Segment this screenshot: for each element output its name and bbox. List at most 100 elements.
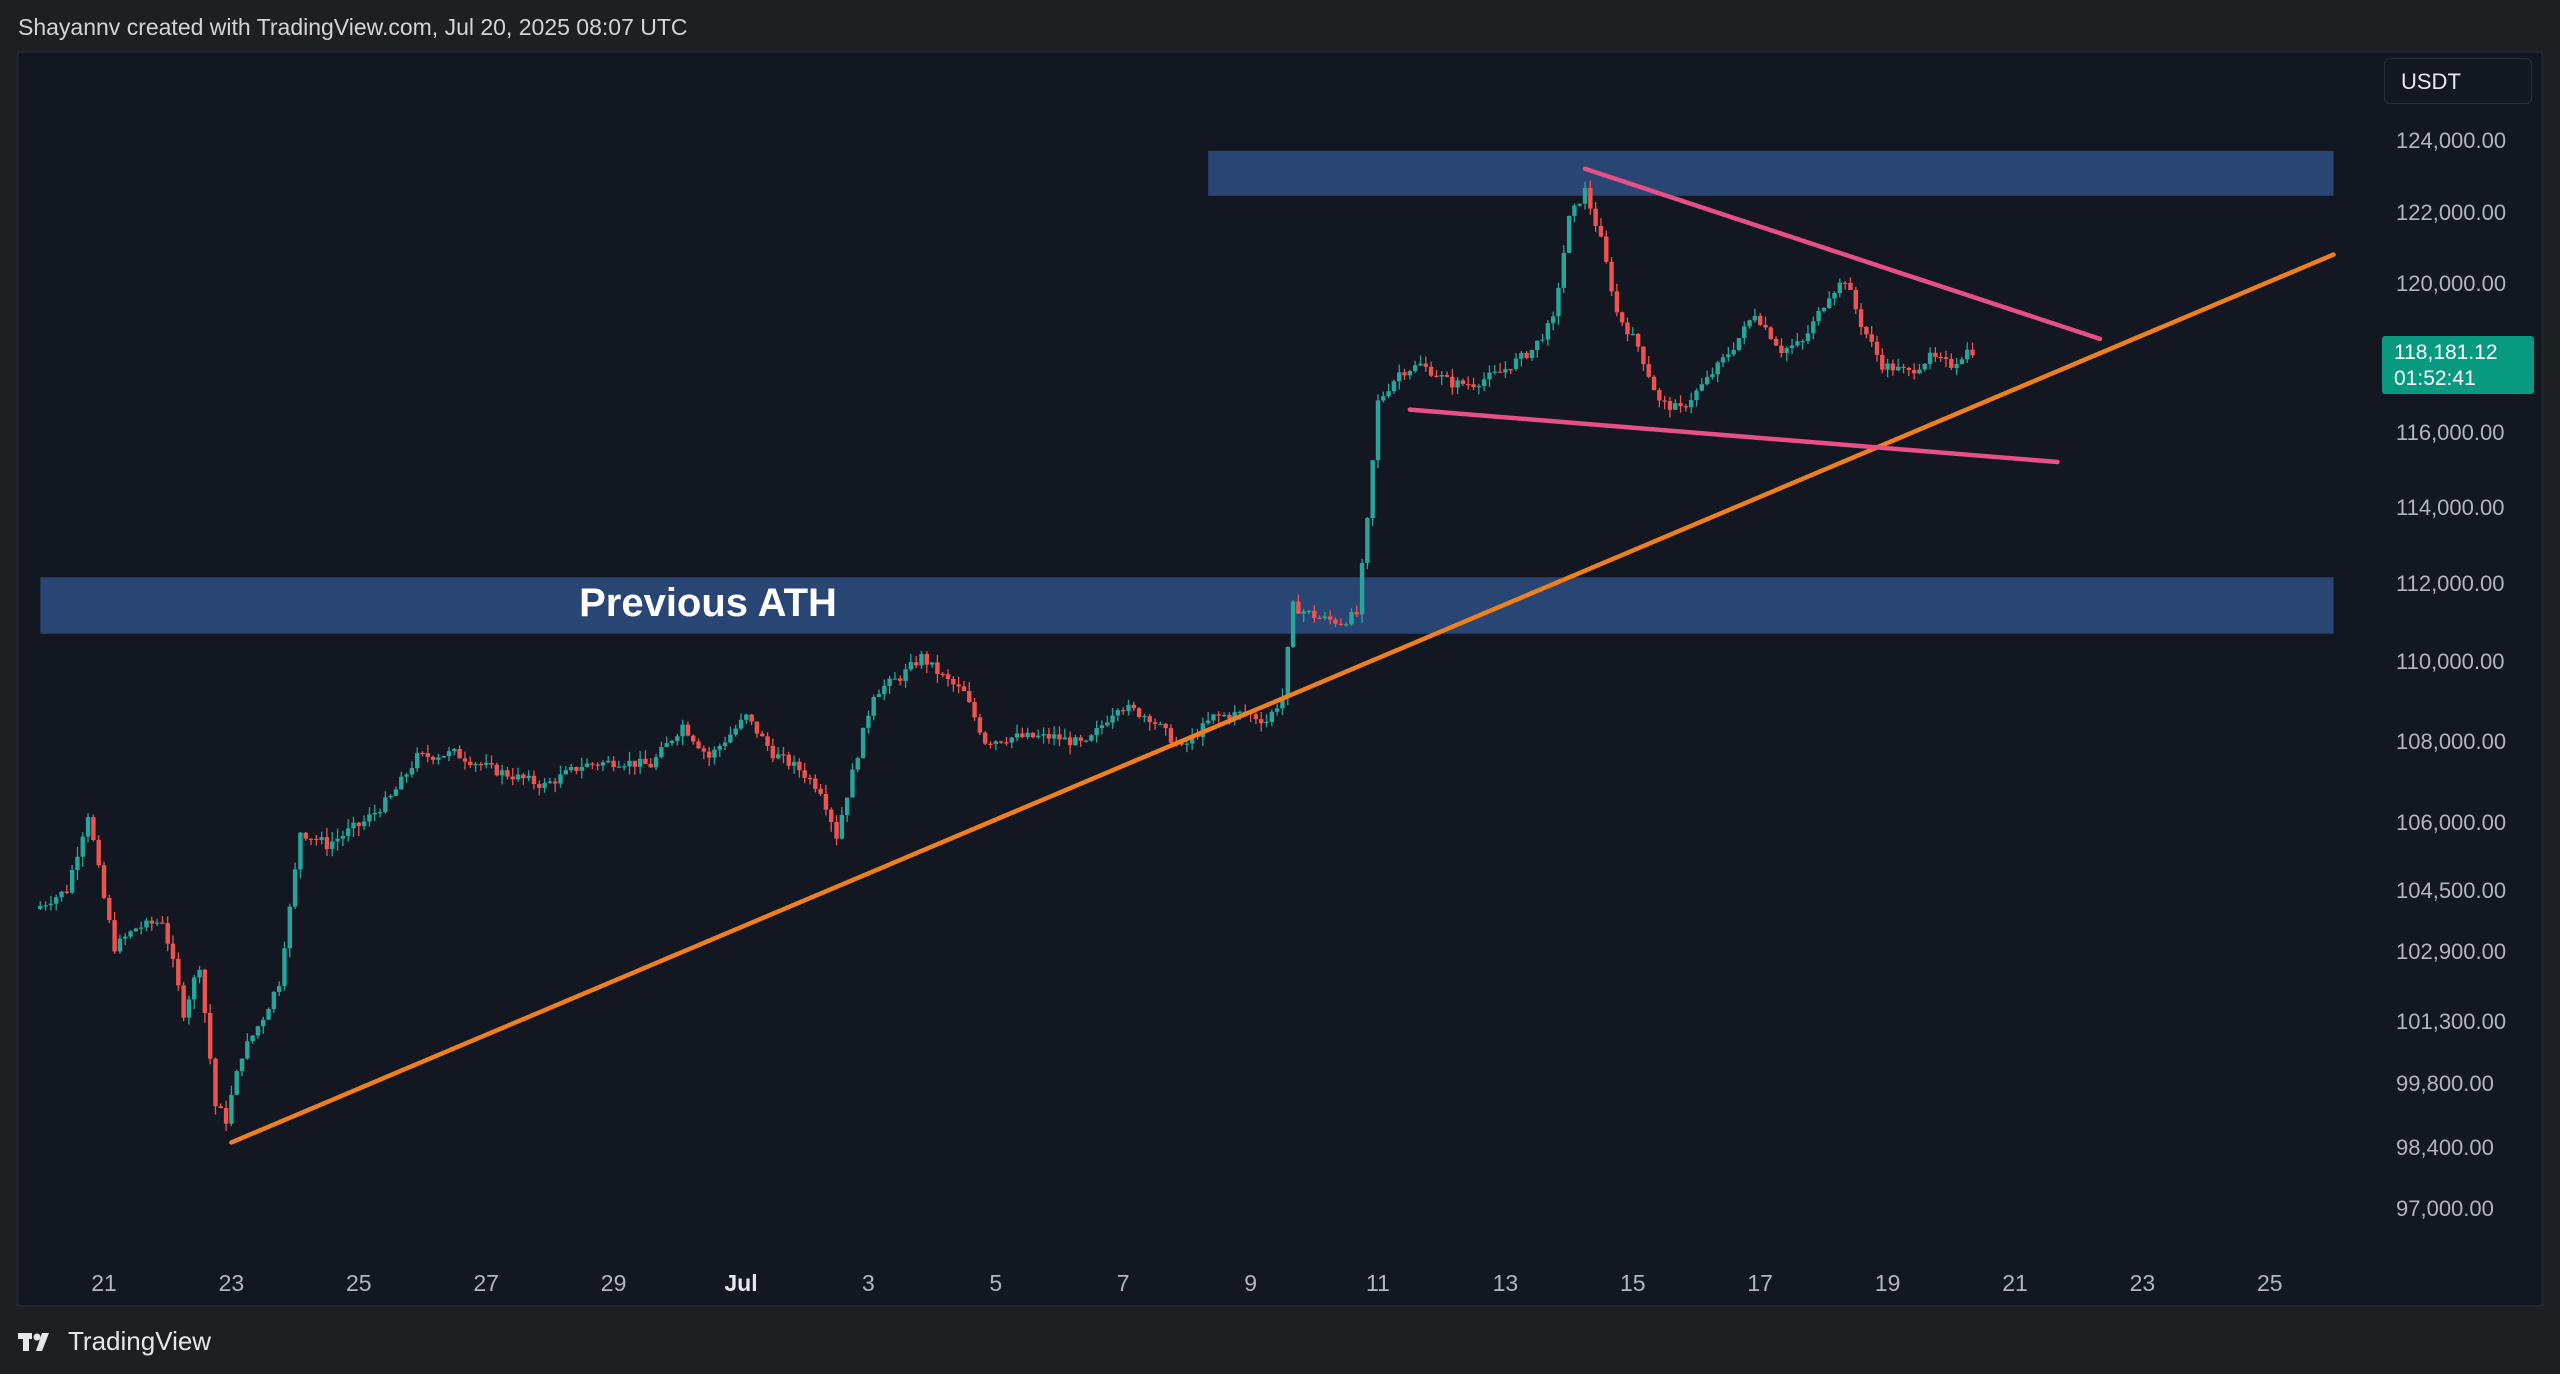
candle bbox=[43, 901, 48, 911]
candle bbox=[1513, 353, 1519, 371]
candle bbox=[1949, 353, 1954, 371]
candle-body bbox=[462, 758, 468, 762]
candle-body bbox=[367, 814, 372, 822]
candle bbox=[1917, 363, 1922, 375]
candle bbox=[712, 746, 717, 765]
candle bbox=[160, 915, 165, 925]
candle-body bbox=[1763, 324, 1768, 328]
candle bbox=[1221, 712, 1227, 717]
candle-body bbox=[457, 748, 462, 759]
candle-body bbox=[1604, 236, 1609, 262]
candle bbox=[818, 783, 823, 797]
candle-body bbox=[1715, 362, 1720, 375]
candle-body bbox=[1683, 406, 1689, 408]
candle-body bbox=[521, 774, 526, 779]
candle bbox=[1715, 360, 1720, 383]
candle bbox=[276, 981, 282, 997]
candle-body bbox=[1503, 369, 1508, 373]
candle bbox=[250, 1035, 255, 1044]
candle-body bbox=[1142, 716, 1147, 718]
candle-body bbox=[1274, 708, 1280, 712]
candle-body bbox=[356, 822, 361, 826]
candle-body bbox=[69, 870, 75, 893]
candle-body bbox=[1858, 309, 1864, 327]
candle bbox=[1896, 358, 1901, 372]
candle bbox=[468, 756, 473, 768]
candle-body bbox=[1343, 624, 1349, 626]
candle bbox=[1492, 365, 1497, 375]
candle-body bbox=[1949, 358, 1954, 368]
candle bbox=[1184, 739, 1190, 753]
candle bbox=[446, 746, 452, 762]
candle-body bbox=[1609, 261, 1614, 292]
candle bbox=[1349, 608, 1354, 626]
candle-body bbox=[1853, 289, 1858, 310]
candle-body bbox=[871, 696, 876, 716]
candle bbox=[287, 903, 292, 958]
candle-body bbox=[85, 817, 91, 837]
candle-body bbox=[1821, 307, 1827, 311]
tradingview-logo[interactable]: TradingView bbox=[18, 1326, 211, 1357]
candle bbox=[478, 761, 484, 771]
candle-body bbox=[1959, 359, 1965, 364]
candle-body bbox=[1535, 340, 1540, 350]
candle-body bbox=[218, 1106, 223, 1109]
candle-body bbox=[409, 768, 415, 775]
candle-body bbox=[319, 837, 324, 840]
candle-body bbox=[1317, 617, 1322, 620]
time-tick-label: 11 bbox=[1366, 1270, 1390, 1296]
candle bbox=[515, 767, 521, 782]
candle-body bbox=[1481, 379, 1487, 387]
candle bbox=[844, 797, 850, 822]
price-tick-label: 112,000.00 bbox=[2396, 571, 2504, 596]
candle bbox=[691, 734, 696, 745]
candle bbox=[1381, 391, 1386, 403]
candle bbox=[499, 764, 505, 785]
candle-body bbox=[229, 1094, 234, 1124]
candle bbox=[898, 675, 903, 686]
plot-background bbox=[18, 52, 2380, 1306]
candle bbox=[632, 760, 638, 775]
candle-body bbox=[213, 1058, 218, 1107]
candle bbox=[1827, 290, 1832, 310]
candle bbox=[1752, 308, 1758, 323]
candle bbox=[627, 751, 632, 775]
time-tick-label: 9 bbox=[1244, 1270, 1257, 1296]
time-tick-label: 21 bbox=[2002, 1270, 2028, 1296]
candle-body bbox=[287, 906, 292, 949]
candle-body bbox=[133, 928, 139, 932]
candle bbox=[537, 780, 542, 796]
candle-body bbox=[54, 897, 59, 904]
candle bbox=[1832, 291, 1837, 306]
candle-body bbox=[1704, 377, 1710, 385]
candle bbox=[972, 697, 977, 721]
candle-body bbox=[1375, 400, 1381, 461]
candle-body bbox=[929, 662, 935, 665]
candle-body bbox=[101, 865, 107, 898]
candle-body bbox=[537, 784, 542, 788]
candle bbox=[1593, 201, 1598, 233]
candle-body bbox=[192, 977, 197, 1000]
candle bbox=[924, 651, 929, 674]
candle-body bbox=[1004, 742, 1009, 744]
candle bbox=[770, 738, 776, 763]
candle-body bbox=[1577, 203, 1582, 206]
candle bbox=[1046, 727, 1052, 744]
time-tick-label: Jul bbox=[724, 1270, 757, 1296]
candle-body bbox=[813, 778, 818, 789]
candle-body bbox=[903, 669, 908, 681]
currency-selector[interactable]: USDT bbox=[2384, 58, 2532, 104]
candle bbox=[1965, 342, 1970, 363]
candle bbox=[1657, 387, 1662, 408]
candle bbox=[584, 758, 590, 768]
candle-body bbox=[1476, 386, 1482, 388]
candle-body bbox=[245, 1041, 250, 1059]
candle-body bbox=[882, 685, 887, 695]
candle bbox=[101, 861, 107, 900]
candle-body bbox=[1864, 326, 1869, 335]
price-tick-label: 101,300.00 bbox=[2396, 1009, 2506, 1034]
candle-body bbox=[330, 841, 335, 850]
candle bbox=[510, 767, 515, 786]
candle-body bbox=[388, 795, 393, 798]
